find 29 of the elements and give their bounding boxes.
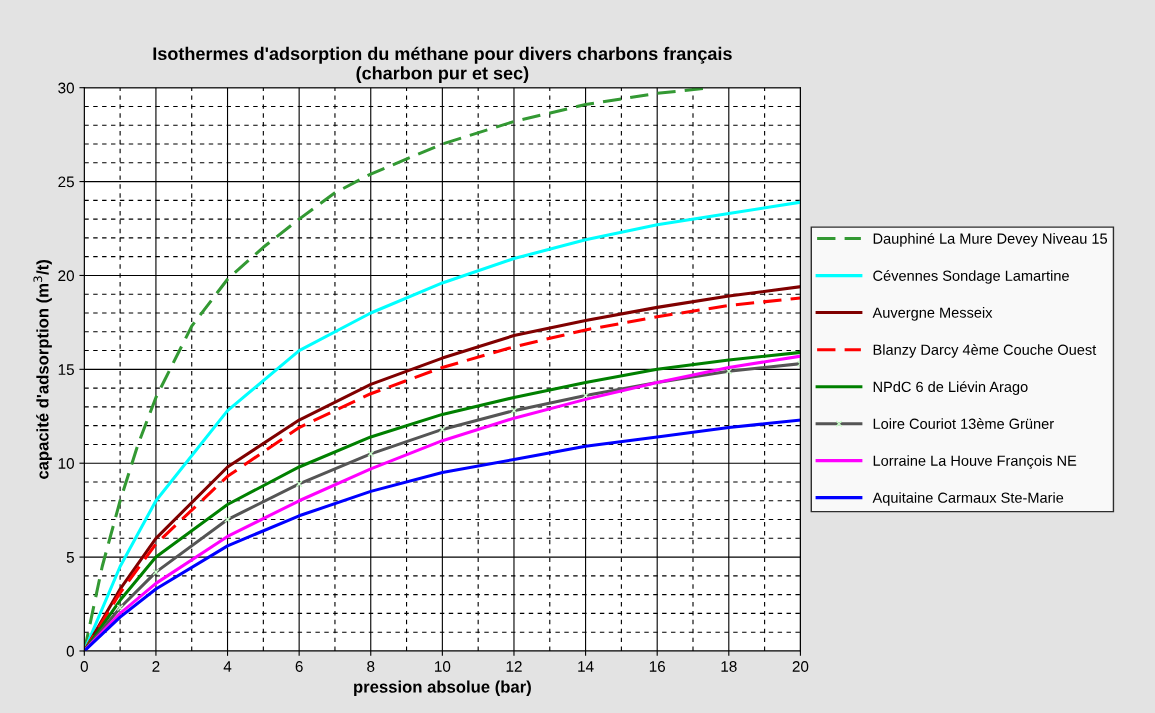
y-axis-title: capacité d'adsorption (m$^{3}$/t) xyxy=(33,260,52,479)
y-tick-label: 0 xyxy=(66,645,74,657)
x-axis-title: pression absolue (bar) xyxy=(354,680,531,697)
x-tick-label: 16 xyxy=(649,661,666,672)
x-tick-label: 14 xyxy=(578,661,594,672)
y-tick-label: 30 xyxy=(58,82,74,94)
legend-label: Dauphiné La Mure Devey Niveau 15 xyxy=(873,232,1108,247)
x-tick-label: 0 xyxy=(80,661,88,672)
x-tick-label: 8 xyxy=(367,661,375,672)
legend-label: Lorraine La Houve François NE xyxy=(873,455,1077,469)
y-tick-label: 15 xyxy=(58,364,74,376)
legend-label: Aquitaine Carmaux Ste-Marie xyxy=(872,492,1064,506)
x-tick-label: 2 xyxy=(152,661,160,672)
legend-label: Cévennes Sondage Lamartine xyxy=(873,270,1069,284)
x-tick-label: 4 xyxy=(223,661,232,672)
y-tick-label: 25 xyxy=(58,176,74,188)
legend-label: Auvergne Messeix xyxy=(872,307,993,321)
x-tick-label: 12 xyxy=(506,661,522,672)
y-tick-label: 20 xyxy=(58,270,74,282)
legend-label: NPdC 6 de Liévin Arago xyxy=(873,381,1028,395)
x-tick-label: 6 xyxy=(295,661,303,672)
x-tick-label: 20 xyxy=(792,661,809,672)
legend-label: Blanzy Darcy 4ème Couche Ouest xyxy=(873,344,1097,358)
chart-title: Isothermes d'adsorption du méthane pour divers charbons français (charbon pur et sec) xyxy=(153,46,732,84)
legend-label: Loire Couriot 13ème Grüner xyxy=(873,418,1054,429)
x-tick-label: 18 xyxy=(721,661,737,672)
y-tick-label: 10 xyxy=(58,458,74,469)
y-tick-label: 5 xyxy=(66,552,74,563)
x-tick-label: 10 xyxy=(435,661,451,672)
